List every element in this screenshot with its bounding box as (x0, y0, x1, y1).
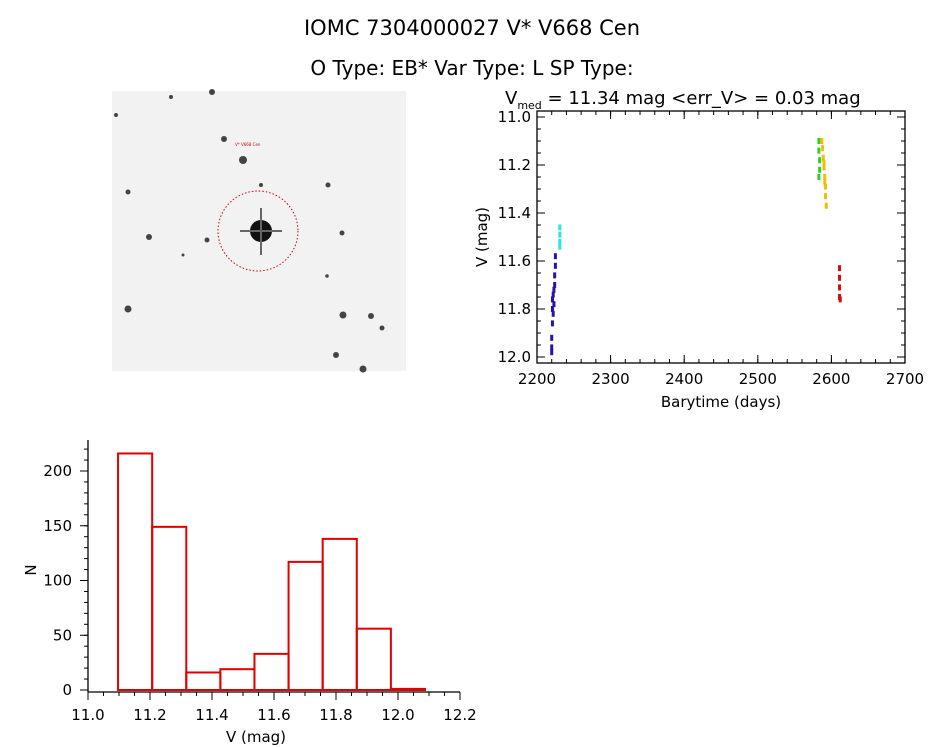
data-point (552, 286, 556, 293)
light-curve-plot: 2200 2300 2400 2500 2600 2700 11.0 11.2 11.4 11.6… (473, 88, 924, 411)
data-point (550, 320, 554, 327)
x-tick-label: 11.8 (319, 706, 352, 724)
y-tick-label: 12.0 (498, 348, 531, 366)
x-axis-label: V (mag) (226, 728, 286, 746)
histogram-bar (151, 525, 188, 691)
data-point (821, 145, 825, 152)
target-label: V* V668 Cen (235, 142, 261, 147)
data-point (824, 202, 828, 209)
y-tick-label: 11.4 (498, 204, 531, 222)
x-tick-label: 2600 (812, 370, 850, 388)
data-point (558, 231, 562, 238)
data-point (553, 282, 557, 288)
data-point (817, 174, 821, 180)
y-tick-label: 11.0 (498, 108, 531, 126)
data-point (553, 253, 557, 260)
y-tick-label: 11.2 (498, 156, 531, 174)
x-tick-label: 2500 (739, 370, 777, 388)
histogram-bar (185, 671, 222, 691)
target-circle (217, 190, 299, 272)
data-point (550, 344, 554, 351)
data-point (558, 238, 562, 245)
data-point (558, 243, 562, 250)
data-point (821, 154, 825, 161)
histogram-bar (355, 627, 392, 691)
y-axis-label: N (22, 564, 40, 575)
data-point (553, 262, 557, 269)
data-point (551, 310, 555, 317)
histogram-bar (321, 537, 358, 692)
histogram-bar (253, 652, 290, 691)
plot-frame (536, 110, 906, 364)
figure-title: IOMC 7304000027 V* V668 Cen (303, 16, 641, 40)
data-point (820, 138, 824, 144)
x-tick-label: 11.6 (257, 706, 290, 724)
data-point (824, 193, 828, 200)
data-point (558, 224, 562, 231)
x-tick-label: 2300 (592, 370, 630, 388)
data-point (822, 164, 826, 171)
x-tick-label: 11.4 (195, 706, 228, 724)
x-tick-label: 11.2 (133, 706, 166, 724)
histogram-bar (117, 452, 154, 692)
y-tick-label: 11.6 (498, 252, 531, 270)
target-star (240, 208, 282, 255)
data-point (550, 334, 554, 341)
x-tick-label: 12.0 (381, 706, 414, 724)
y-tick-label: 11.8 (498, 300, 531, 318)
y-tick-label: 200 (43, 462, 72, 480)
data-point (817, 138, 821, 144)
data-point (822, 159, 826, 166)
y-tick-label: 0 (62, 681, 72, 699)
data-point (837, 274, 841, 281)
y-tick-label: 100 (43, 572, 72, 590)
data-point (551, 291, 555, 298)
figure-subtitle: O Type: EB* Var Type: L SP Type: (310, 56, 634, 80)
x-tick-label: 12.2 (443, 706, 476, 724)
data-point (823, 178, 827, 185)
title-sub: med (517, 99, 541, 112)
histogram-plot: 11.0 11.2 11.4 11.6 11.8 12.0 12.2 0 50 100 150 200… (22, 440, 477, 746)
data-point (550, 306, 554, 312)
data-point (550, 296, 554, 303)
histogram-bar (389, 687, 426, 692)
data-point (837, 284, 841, 291)
plot-title: Vmed = 11.34 mag <err_V> = 0.03 mag (505, 88, 861, 112)
histogram-bar (287, 560, 324, 692)
sky-image: V* V668 Cen (112, 89, 406, 373)
data-point (818, 166, 822, 173)
y-axis-label: V (mag) (473, 207, 491, 267)
y-tick-label: 50 (53, 626, 72, 644)
histogram-bar (219, 668, 256, 692)
x-tick-label: 2400 (665, 370, 703, 388)
title-rest: = 11.34 mag <err_V> = 0.03 mag (542, 88, 861, 109)
x-tick-label: 2200 (518, 370, 556, 388)
y-tick-label: 150 (43, 517, 72, 535)
data-point (818, 157, 822, 164)
data-point (823, 174, 827, 180)
x-axis-label: Barytime (days) (661, 393, 781, 411)
data-point (552, 301, 556, 308)
data-point (817, 147, 821, 154)
title-v: V (505, 88, 518, 109)
data-point (837, 265, 841, 272)
x-tick-label: 2700 (886, 370, 924, 388)
data-point (838, 296, 842, 303)
x-tick-label: 11.0 (71, 706, 104, 724)
data-point (553, 272, 557, 279)
data-point (550, 349, 554, 356)
data-point (824, 183, 828, 190)
